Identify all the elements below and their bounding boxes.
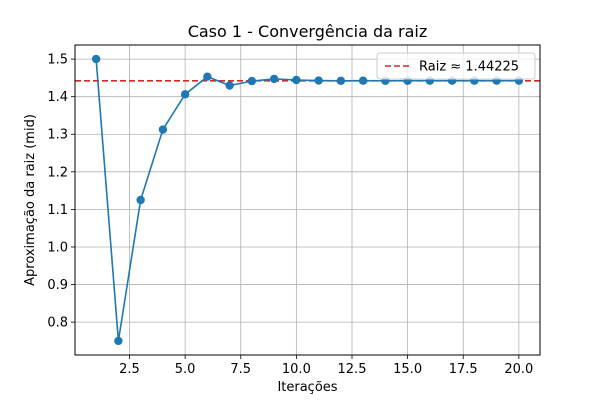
y-tick-label: 1.1 <box>47 203 68 218</box>
data-point <box>247 76 257 86</box>
x-tick-label: 2.5 <box>119 362 140 377</box>
data-point <box>336 76 346 86</box>
x-tick-label: 5.0 <box>175 362 196 377</box>
y-tick-label: 0.8 <box>47 316 68 331</box>
y-tick-label: 1.4 <box>47 90 68 105</box>
data-point <box>114 336 123 346</box>
grid <box>75 45 540 355</box>
data-point <box>158 125 168 134</box>
data-point <box>203 72 212 81</box>
y-axis-label: Aproximação da raiz (mid) <box>23 114 38 286</box>
y-tick-label: 0.9 <box>47 278 68 293</box>
data-point <box>136 195 145 205</box>
legend: Raiz ≈ 1.44225 <box>376 52 536 80</box>
y-axis: 0.8 0.9 1.0 1.1 1.2 1.3 1.4 1.5 <box>47 53 75 331</box>
data-point <box>91 54 101 64</box>
y-tick-label: 1.0 <box>47 240 68 255</box>
x-axis-label: Iterações <box>277 380 337 395</box>
data-point <box>292 75 301 85</box>
y-tick-label: 1.3 <box>47 128 68 143</box>
x-tick-label: 15.0 <box>393 362 422 377</box>
x-tick-label: 20.0 <box>504 362 533 377</box>
plot-frame <box>74 44 541 356</box>
x-tick-label: 7.5 <box>230 362 251 377</box>
data-point <box>225 81 234 90</box>
data-point <box>314 76 323 85</box>
data-point <box>180 90 190 99</box>
legend-box <box>376 52 536 80</box>
x-tick-label: 10.0 <box>282 362 311 377</box>
data-point <box>358 76 368 85</box>
y-tick-label: 1.2 <box>47 165 68 180</box>
data-point <box>269 74 279 84</box>
x-axis: 2.5 5.0 7.5 10.0 12.5 15.0 17.5 20.0 <box>119 355 533 377</box>
x-tick-label: 17.5 <box>449 362 478 377</box>
chart-title: Caso 1 - Convergência da raiz <box>188 22 428 41</box>
legend-label-reference-line: Raiz ≈ 1.44225 <box>419 60 519 75</box>
y-tick-label: 1.5 <box>47 53 68 68</box>
x-tick-label: 12.5 <box>338 362 367 377</box>
